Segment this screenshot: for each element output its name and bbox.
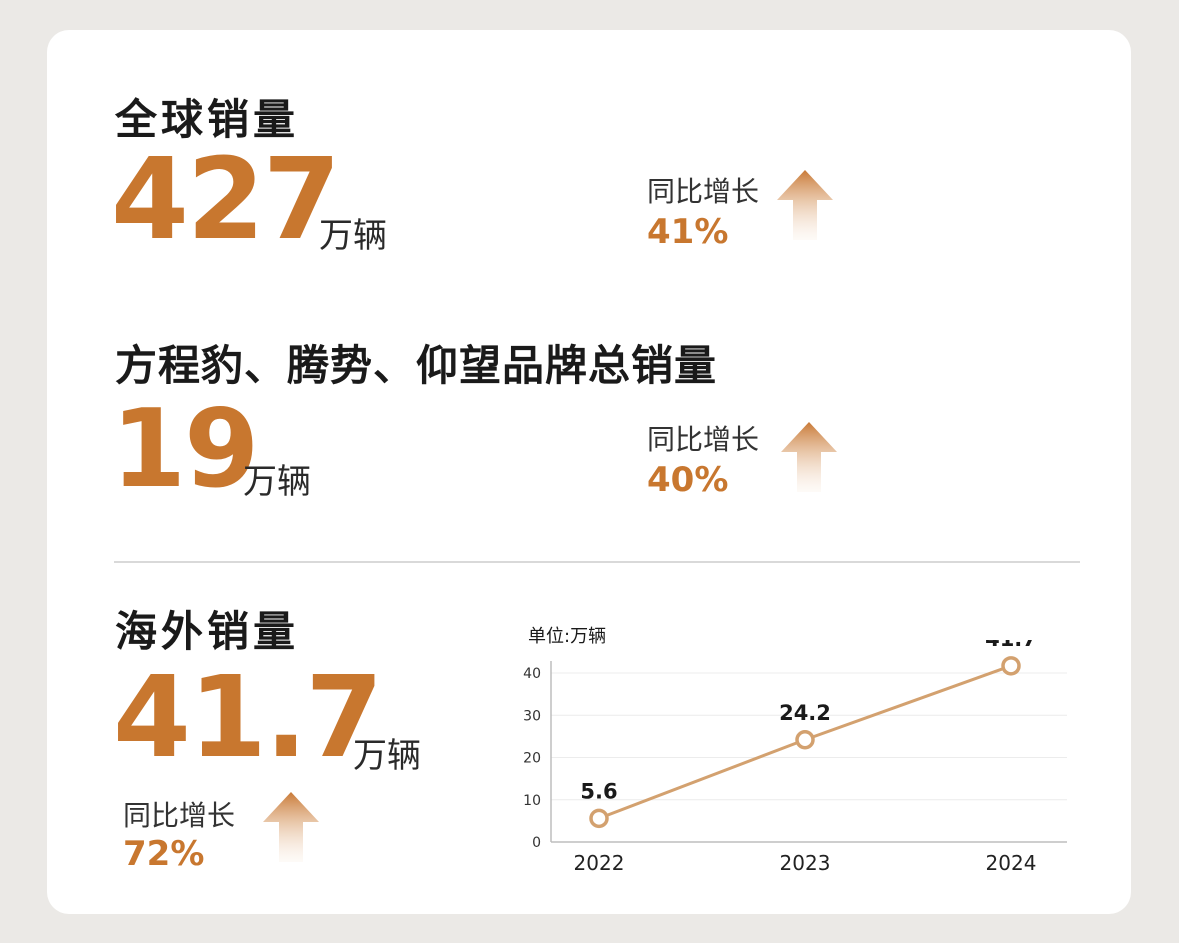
global-sales-title: 全球销量 xyxy=(115,95,300,144)
global-yoy-value: 41% xyxy=(647,212,729,252)
global-sales-value: 427 xyxy=(111,135,341,265)
sales-card: 全球销量 427 万辆 同比增长 41% 方程豹、腾势、仰望品牌总销量 19 万… xyxy=(47,30,1131,914)
brands-sales-title: 方程豹、腾势、仰望品牌总销量 xyxy=(115,341,718,390)
chart-unit-label: 单位:万辆 xyxy=(528,626,607,647)
up-arrow-icon xyxy=(781,422,837,492)
brands-yoy-value: 40% xyxy=(647,460,729,500)
up-arrow-icon xyxy=(777,170,833,240)
data-point xyxy=(795,730,815,750)
brands-sales-unit: 万辆 xyxy=(243,462,311,502)
data-label: 5.6 xyxy=(580,779,617,803)
data-point xyxy=(589,808,609,829)
y-tick-label: 40 xyxy=(523,666,541,682)
global-sales-unit: 万辆 xyxy=(319,216,387,256)
y-tick-label: 10 xyxy=(523,793,541,809)
overseas-sales-value: 41.7 xyxy=(113,653,383,783)
data-label: 24.2 xyxy=(779,701,831,725)
overseas-sales-line-chart: 0 10 20 30 40 2022 2023 2024 5.6 24.2 41.7 xyxy=(523,640,1067,875)
section-divider xyxy=(114,561,1080,563)
overseas-sales-title: 海外销量 xyxy=(115,607,300,656)
y-tick-label: 0 xyxy=(532,835,541,851)
overseas-sales-unit: 万辆 xyxy=(353,736,421,776)
brands-yoy-label: 同比增长 xyxy=(647,423,760,456)
data-point xyxy=(1001,656,1021,676)
data-label: 41.7 xyxy=(985,640,1037,651)
up-arrow-icon xyxy=(263,792,319,862)
y-tick-label: 30 xyxy=(523,708,541,724)
overseas-yoy-value: 72% xyxy=(123,834,205,874)
brands-sales-value: 19 xyxy=(111,387,259,512)
y-tick-label: 20 xyxy=(523,751,541,767)
global-yoy-label: 同比增长 xyxy=(647,175,760,208)
x-tick-label: 2023 xyxy=(780,851,831,875)
x-tick-label: 2024 xyxy=(986,851,1037,875)
overseas-yoy-label: 同比增长 xyxy=(123,799,236,832)
x-tick-label: 2022 xyxy=(574,851,625,875)
